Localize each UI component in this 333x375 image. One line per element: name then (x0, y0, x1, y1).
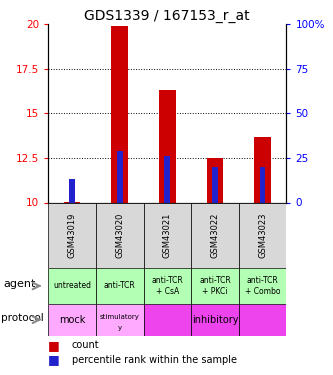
Bar (212, 167, 218, 202)
Bar (260, 167, 265, 202)
Text: GSM43022: GSM43022 (210, 213, 219, 258)
Text: count: count (72, 340, 99, 350)
Bar (144, 202, 191, 268)
Text: GSM43019: GSM43019 (68, 213, 77, 258)
Bar (144, 304, 191, 336)
Bar (48, 202, 96, 268)
Text: y: y (118, 325, 122, 331)
Bar (165, 156, 170, 203)
Bar (239, 268, 286, 304)
Text: stimulatory: stimulatory (100, 314, 140, 320)
Text: untreated: untreated (53, 281, 91, 290)
Text: anti-TCR: anti-TCR (104, 281, 136, 290)
Bar (206, 158, 223, 203)
Bar (96, 304, 144, 336)
Text: inhibitory: inhibitory (192, 315, 238, 325)
Bar (48, 304, 96, 336)
Text: anti-TCR
+ PKCi: anti-TCR + PKCi (199, 276, 231, 296)
Bar (239, 304, 286, 336)
Bar (111, 26, 128, 202)
Text: anti-TCR
+ Combo: anti-TCR + Combo (245, 276, 280, 296)
Text: percentile rank within the sample: percentile rank within the sample (72, 354, 236, 364)
Bar (96, 268, 144, 304)
Bar (144, 268, 191, 304)
Text: mock: mock (59, 315, 85, 325)
Bar (191, 202, 239, 268)
Text: anti-TCR
+ CsA: anti-TCR + CsA (152, 276, 183, 296)
Bar (191, 304, 239, 336)
Text: GSM43023: GSM43023 (258, 213, 267, 258)
Text: protocol: protocol (1, 313, 44, 323)
Bar (159, 90, 176, 202)
Bar (69, 179, 75, 203)
Bar (239, 202, 286, 268)
Text: agent: agent (4, 279, 36, 289)
Text: GSM43020: GSM43020 (115, 213, 124, 258)
Bar (254, 136, 271, 202)
Bar (48, 268, 96, 304)
Bar (96, 202, 144, 268)
Text: GSM43021: GSM43021 (163, 213, 172, 258)
Text: GDS1339 / 167153_r_at: GDS1339 / 167153_r_at (84, 9, 249, 23)
Text: ■: ■ (48, 353, 60, 366)
Text: ■: ■ (48, 339, 60, 352)
Bar (191, 268, 239, 304)
Bar (117, 151, 123, 202)
